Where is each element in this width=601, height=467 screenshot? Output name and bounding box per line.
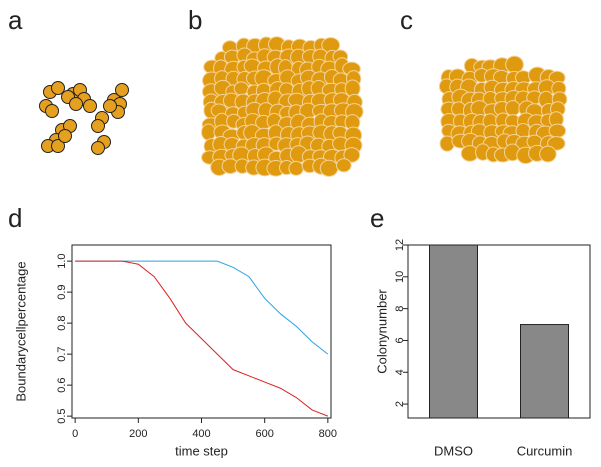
x-tick-label: 0 xyxy=(72,428,78,440)
panel-label: e xyxy=(370,203,384,233)
cell xyxy=(539,145,557,163)
y-axis-label: Boundarycellpercentage xyxy=(13,261,28,401)
y-tick-label: 10 xyxy=(394,271,406,283)
x-tick-label: DMSO xyxy=(434,443,473,458)
cell xyxy=(505,55,524,74)
cell xyxy=(51,81,65,95)
panel-label: d xyxy=(8,203,22,233)
y-tick-label: 2 xyxy=(394,401,406,407)
cell xyxy=(91,141,105,155)
cell xyxy=(58,129,72,143)
panel-label: b xyxy=(188,5,202,35)
cell xyxy=(51,139,65,153)
cell-images xyxy=(39,36,568,177)
series-line xyxy=(75,260,329,417)
x-tick-label: 600 xyxy=(255,428,273,440)
cell xyxy=(115,83,129,97)
y-tick-label: 0.6 xyxy=(56,377,68,392)
cell xyxy=(200,123,217,141)
cell xyxy=(343,147,361,163)
plot-frame xyxy=(71,244,332,419)
cell xyxy=(69,97,83,111)
cell xyxy=(103,99,117,113)
x-tick-label: 200 xyxy=(129,428,147,440)
cell xyxy=(91,119,105,133)
series-line xyxy=(75,260,329,355)
y-tick-label: 12 xyxy=(394,239,406,251)
cell xyxy=(504,100,521,117)
y-tick-label: 0.7 xyxy=(56,346,68,361)
cell xyxy=(288,160,304,176)
y-axis-label: Colonynumber xyxy=(374,289,389,374)
cell xyxy=(83,99,97,113)
x-tick-label: 800 xyxy=(319,428,337,440)
y-tick-label: 1.0 xyxy=(56,253,68,268)
bar xyxy=(520,324,569,419)
cell xyxy=(319,159,339,177)
y-tick-label: 6 xyxy=(394,337,406,343)
bar xyxy=(429,244,478,419)
cell xyxy=(233,81,249,96)
plot-frame xyxy=(407,244,591,419)
cell xyxy=(45,104,59,118)
y-tick-label: 0.5 xyxy=(56,408,68,423)
y-tick-label: 8 xyxy=(394,306,406,312)
x-axis-label: time step xyxy=(175,443,228,458)
x-tick-label: 400 xyxy=(192,428,210,440)
cell xyxy=(548,123,567,139)
panel-label: c xyxy=(400,5,413,35)
cell xyxy=(335,158,352,173)
y-tick-label: 0.9 xyxy=(56,284,68,299)
x-tick-label: Curcumin xyxy=(517,443,573,458)
y-tick-label: 0.8 xyxy=(56,315,68,330)
y-tick-label: 4 xyxy=(394,369,406,375)
panel-label: a xyxy=(8,5,23,35)
